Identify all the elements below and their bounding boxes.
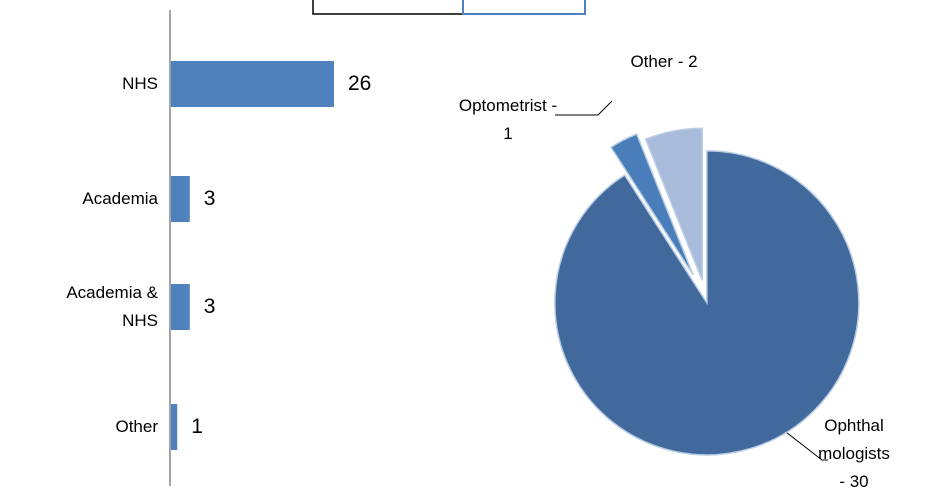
pie-slice (554, 150, 860, 456)
slice-label: Ophthalmologists - 30 (818, 416, 890, 491)
slice-label: Optometrist - 1 (458, 96, 558, 143)
bar-value-label: 3 (203, 187, 216, 210)
title-box-blue (462, 0, 586, 15)
category-label: NHS (122, 74, 158, 93)
bar-value-label: 3 (203, 295, 216, 318)
leader-line (555, 100, 613, 116)
bar (171, 61, 334, 107)
category-label: Other (115, 417, 158, 436)
bar (171, 404, 178, 450)
title-box (312, 0, 464, 15)
bar (171, 176, 190, 222)
bar (171, 284, 190, 330)
category-label: Academia & NHS (66, 283, 158, 330)
pie-slice (644, 127, 703, 281)
slice-label: Other - 2 (630, 52, 698, 71)
bar-value-label: 26 (348, 72, 372, 95)
bar-value-label: 1 (191, 415, 203, 438)
category-label: Academia (82, 189, 158, 208)
pie-slice (609, 133, 694, 276)
